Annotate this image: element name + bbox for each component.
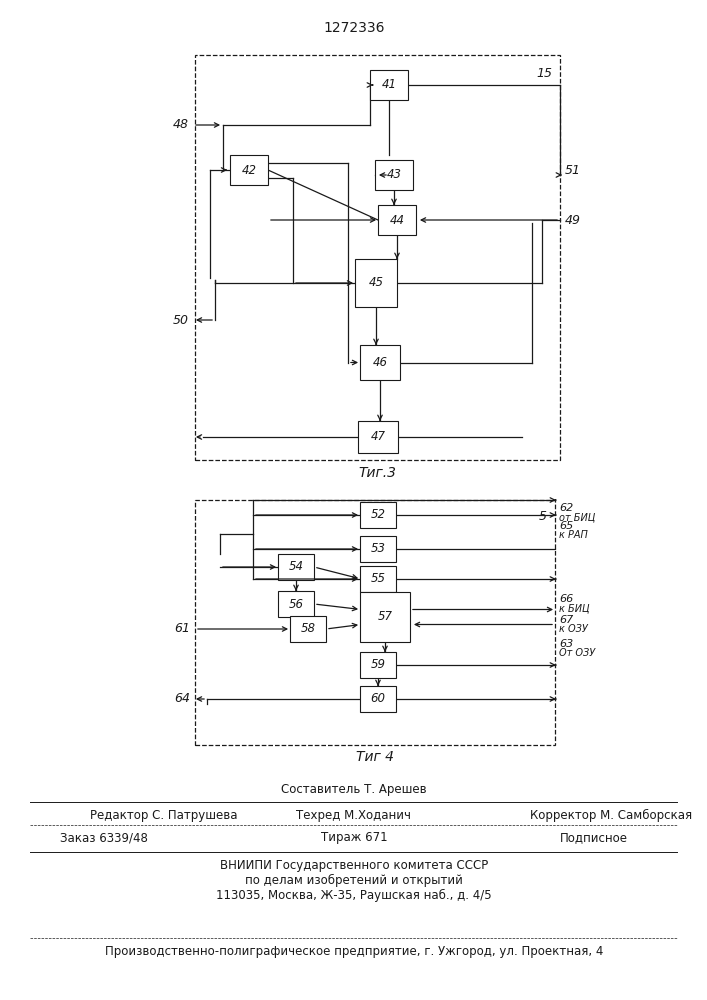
Text: 44: 44 [390,214,404,227]
Text: 66: 66 [559,594,573,604]
Bar [278,591,314,617]
Text: ВНИИПИ Государственного комитета СССР: ВНИИПИ Государственного комитета СССР [220,858,488,871]
Bar [195,500,555,745]
Text: 42: 42 [242,163,257,176]
Text: Подписное: Подписное [560,832,628,844]
Bar [290,616,326,642]
Text: 113035, Москва, Ж-35, Раушская наб., д. 4/5: 113035, Москва, Ж-35, Раушская наб., д. … [216,888,492,902]
Text: 47: 47 [370,430,385,444]
Bar [278,554,314,580]
Bar [375,160,413,190]
Text: 52: 52 [370,508,385,522]
Bar [358,421,398,453]
Text: 1272336: 1272336 [323,21,385,35]
Text: 61: 61 [174,622,190,636]
Text: 50: 50 [173,314,189,326]
Text: 48: 48 [173,118,189,131]
Text: Тираж 671: Тираж 671 [321,832,387,844]
Text: 54: 54 [288,560,303,574]
Text: Τиг 4: Τиг 4 [356,750,394,764]
Bar [360,536,396,562]
Text: 60: 60 [370,692,385,706]
Text: 59: 59 [370,658,385,672]
Bar [230,155,268,185]
Bar [360,345,400,380]
Text: по делам изобретений и открытий: по делам изобретений и открытий [245,873,463,887]
Bar [360,652,396,678]
Text: 55: 55 [370,572,385,585]
Text: Корректор М. Самборская: Корректор М. Самборская [530,808,692,822]
Bar [360,686,396,712]
Bar [360,592,410,642]
Text: Редактор С. Патрушева: Редактор С. Патрушева [90,808,238,822]
Text: 45: 45 [368,276,383,290]
Text: 53: 53 [370,542,385,556]
Text: 64: 64 [174,692,190,706]
Text: 41: 41 [382,79,397,92]
Text: 43: 43 [387,168,402,182]
Text: 15: 15 [536,67,552,80]
Text: 62: 62 [559,503,573,513]
Text: Составитель Т. Арешев: Составитель Т. Арешев [281,784,427,796]
Text: 51: 51 [565,163,581,176]
Text: 57: 57 [378,610,392,624]
Text: 67: 67 [559,615,573,625]
Text: к БИЦ: к БИЦ [559,603,590,613]
Text: 58: 58 [300,622,315,636]
Text: 63: 63 [559,639,573,649]
Text: 49: 49 [565,214,581,227]
Text: От ОЗУ: От ОЗУ [559,648,595,658]
Text: к ОЗУ: к ОЗУ [559,624,588,634]
Text: Заказ 6339/48: Заказ 6339/48 [60,832,148,844]
Text: Τиг.3: Τиг.3 [358,466,396,480]
Bar [378,205,416,235]
Bar [360,566,396,592]
Text: 65: 65 [559,521,573,531]
Text: 56: 56 [288,597,303,610]
Text: 5: 5 [539,510,547,523]
Text: от БИЦ: от БИЦ [559,512,595,522]
Text: к РАП: к РАП [559,530,588,540]
Bar [370,70,408,100]
Bar [195,55,560,460]
Text: Техред М.Ходанич: Техред М.Ходанич [296,808,411,822]
Text: 46: 46 [373,356,387,369]
Bar [360,502,396,528]
Text: Производственно-полиграфическое предприятие, г. Ужгород, ул. Проектная, 4: Производственно-полиграфическое предприя… [105,946,603,958]
Bar [355,259,397,307]
